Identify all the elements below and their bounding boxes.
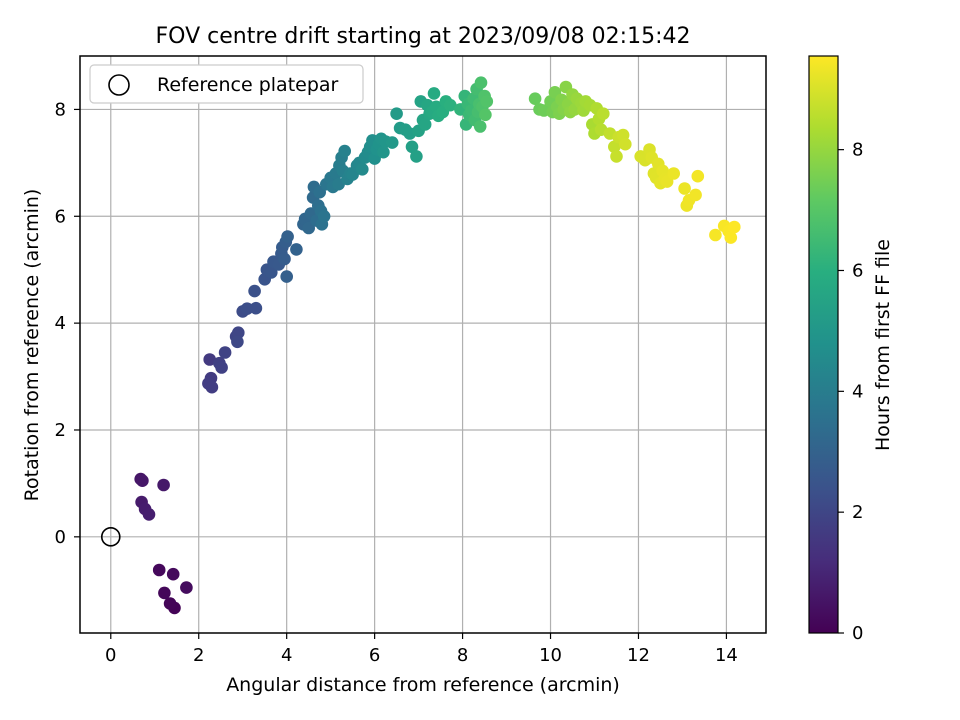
x-tick-label: 10: [539, 645, 562, 666]
data-point: [608, 140, 621, 154]
colorbar-ticks: 0 2 4 6 8: [838, 140, 863, 644]
reference-point-marker: [100, 527, 121, 547]
colorbar-tick-label: 0: [852, 623, 863, 644]
data-point: [444, 98, 457, 112]
data-point: [377, 145, 390, 159]
y-tick-label: 6: [55, 206, 66, 227]
data-point: [249, 301, 263, 315]
data-point: [678, 182, 691, 195]
x-axis-ticks: 0 2 4 6 8 10 12 14: [105, 633, 738, 666]
data-point: [480, 95, 494, 108]
data-point: [265, 266, 278, 279]
data-point: [405, 140, 419, 154]
data-point: [205, 380, 219, 394]
plot-area: [79, 55, 767, 634]
x-tick-label: 12: [627, 645, 650, 666]
legend-box: [89, 64, 364, 104]
legend-label: Reference platepar: [157, 74, 339, 96]
data-point: [728, 220, 741, 234]
legend-marker-icon: [108, 74, 130, 96]
x-tick-label: 2: [193, 645, 204, 666]
legend: Reference platepar: [89, 64, 364, 104]
data-point: [691, 169, 705, 183]
data-point: [338, 144, 352, 158]
data-point: [281, 230, 294, 243]
colorbar: 0 2 4 6 8 Hours from first FF file: [808, 55, 894, 644]
data-point: [667, 167, 680, 180]
data-point: [356, 163, 369, 176]
data-point: [215, 361, 228, 374]
data-point: [528, 92, 542, 105]
data-point: [610, 150, 623, 163]
data-point: [479, 108, 492, 122]
data-point: [157, 478, 170, 492]
data-point: [248, 284, 261, 298]
x-tick-label: 4: [281, 645, 292, 666]
data-point: [619, 137, 632, 151]
data-point: [390, 107, 403, 120]
colorbar-label: Hours from first FF file: [872, 239, 894, 451]
data-point: [597, 107, 610, 120]
plot-frame: [79, 55, 767, 634]
data-point: [142, 508, 156, 521]
data-point: [278, 252, 291, 266]
y-tick-label: 4: [55, 313, 66, 334]
data-point: [724, 231, 738, 244]
data-point: [317, 210, 331, 223]
data-point: [473, 120, 487, 133]
colorbar-tick-label: 6: [852, 260, 863, 281]
x-tick-label: 6: [369, 645, 380, 666]
data-point: [385, 136, 399, 149]
colorbar-gradient: [808, 55, 839, 634]
data-point: [158, 586, 171, 600]
data-point: [474, 76, 488, 89]
data-point: [203, 353, 216, 366]
data-point: [218, 346, 232, 359]
y-axis-label: Rotation from reference (arcmin): [21, 189, 43, 502]
x-tick-label: 8: [457, 645, 468, 666]
data-point: [280, 270, 294, 283]
data-point: [152, 563, 166, 577]
data-point: [136, 474, 149, 488]
x-axis-label: Angular distance from reference (arcmin): [226, 674, 620, 696]
y-tick-label: 2: [55, 420, 66, 441]
data-point: [302, 221, 316, 235]
y-tick-label: 0: [55, 527, 66, 548]
data-points: [134, 76, 741, 615]
grid: [80, 56, 766, 633]
data-point: [290, 243, 303, 256]
data-point: [232, 326, 245, 340]
data-point: [709, 228, 722, 242]
data-point: [231, 335, 244, 349]
x-tick-label: 0: [105, 645, 116, 666]
colorbar-tick-label: 4: [852, 381, 863, 402]
y-tick-label: 8: [55, 99, 66, 120]
data-point: [166, 567, 180, 581]
chart-title: FOV centre drift starting at 2023/09/08 …: [156, 24, 691, 49]
y-axis-ticks: 0 2 4 6 8: [55, 99, 80, 548]
x-tick-label: 14: [715, 645, 738, 666]
data-point: [689, 188, 702, 202]
data-point: [427, 87, 441, 100]
data-point: [163, 597, 177, 610]
data-point: [180, 581, 193, 594]
colorbar-tick-label: 2: [852, 502, 863, 523]
data-point: [410, 150, 423, 163]
data-point: [418, 118, 432, 131]
colorbar-tick-label: 8: [852, 140, 863, 161]
